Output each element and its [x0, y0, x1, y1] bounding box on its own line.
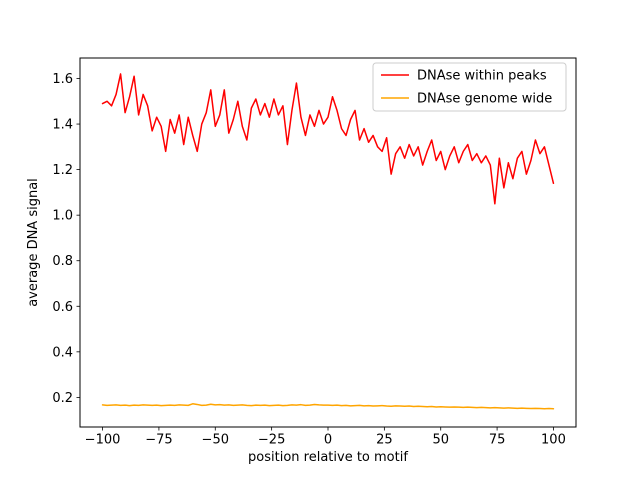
x-axis-tick-label: 50 [432, 433, 449, 448]
x-axis-tick-label: 0 [324, 433, 332, 448]
y-axis-title: average DNA signal [26, 178, 41, 307]
axes-frame [79, 57, 577, 428]
y-axis-tick-label: 1.2 [52, 163, 73, 178]
y-axis-tick-label: 1.4 [52, 118, 73, 133]
x-axis-tick-label: 100 [541, 433, 566, 448]
x-axis: −100 −75 −50 −25 0 25 50 75 100 [85, 427, 566, 448]
legend-label: DNAse within peaks [417, 69, 547, 84]
y-axis-tick-label: 1.6 [52, 72, 73, 87]
y-axis-tick-label: 1.0 [52, 209, 73, 224]
x-axis-tick-label: −25 [258, 433, 285, 448]
y-axis: 0.2 0.4 0.6 0.8 1.0 1.2 1.4 1.6 [52, 72, 80, 406]
y-axis-tick-label: 0.4 [52, 345, 73, 360]
x-axis-tick-label: 75 [489, 433, 506, 448]
x-axis-title: position relative to motif [248, 450, 408, 465]
x-axis-tick-label: 25 [376, 433, 393, 448]
legend-box [372, 62, 567, 112]
y-axis-tick-label: 0.6 [52, 300, 73, 315]
y-axis-tick-label: 0.8 [52, 254, 73, 269]
x-axis-tick-label: −50 [202, 433, 229, 448]
legend: DNAse within peaks DNAse genome wide [372, 62, 567, 112]
y-axis-tick-label: 0.2 [52, 391, 73, 406]
series-line-dnase-genome-wide [101, 403, 555, 410]
plot-series [101, 73, 555, 410]
legend-label: DNAse genome wide [417, 92, 552, 107]
series-line-dnase-within-peaks [101, 73, 555, 205]
x-axis-tick-label: −75 [145, 433, 172, 448]
x-axis-tick-label: −100 [85, 433, 121, 448]
